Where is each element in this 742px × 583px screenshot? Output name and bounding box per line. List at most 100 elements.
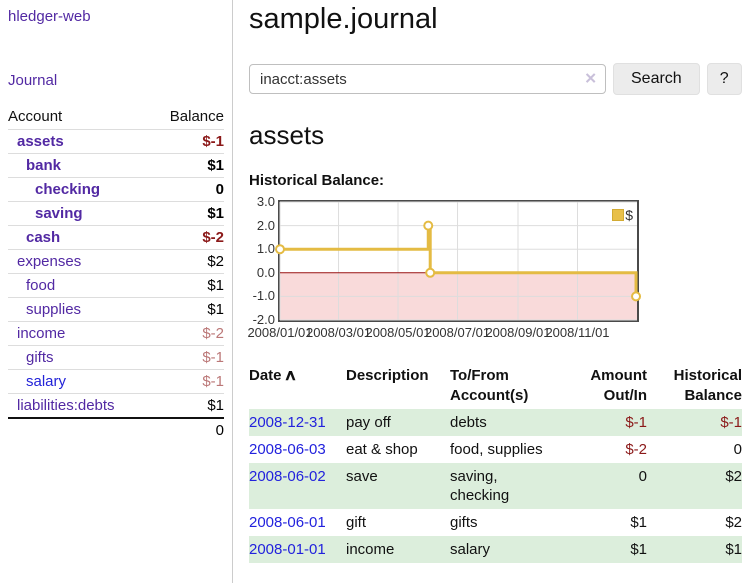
register-header-balance: Historical Balance xyxy=(673,367,742,404)
account-balance: $1 xyxy=(151,201,224,226)
x-tick-label: 2008/11/01 xyxy=(545,325,610,340)
y-tick-label: 1.0 xyxy=(256,241,275,257)
transaction-balance: $2 xyxy=(725,468,742,485)
transaction-description: eat & shop xyxy=(346,441,418,458)
page-title: sample.journal xyxy=(249,3,438,35)
account-link-income[interactable]: income xyxy=(17,325,66,342)
account-balance: $2 xyxy=(151,249,224,274)
account-balance: $-2 xyxy=(151,225,224,250)
account-row: assets $-1 xyxy=(8,129,224,154)
sidebar: hledger-web Journal Account Balance asse… xyxy=(0,0,233,583)
transaction-amount: 0 xyxy=(638,468,647,485)
balance-chart: 3.0 2.0 1.0 0.0 -1.0 -2.0 $ 2008/01/01 2008/03… xyxy=(247,195,642,342)
account-balance: $1 xyxy=(151,273,224,298)
account-row: saving $1 xyxy=(8,201,224,226)
accounts-total-balance: 0 xyxy=(151,417,224,442)
transaction-description: save xyxy=(346,468,378,485)
transaction-balance: 0 xyxy=(733,441,742,458)
account-link-food[interactable]: food xyxy=(26,277,56,294)
account-row: food $1 xyxy=(8,273,224,298)
transaction-balance: $2 xyxy=(725,514,742,531)
transaction-accounts: gifts xyxy=(450,514,478,531)
transaction-accounts: saving, checking xyxy=(450,468,510,504)
account-link-expenses[interactable]: expenses xyxy=(17,253,82,270)
y-tick-label: 2.0 xyxy=(256,217,275,233)
register-header-date[interactable]: Date ∧ xyxy=(249,367,297,384)
accounts-header-account: Account xyxy=(8,108,63,125)
account-balance: 0 xyxy=(151,177,224,202)
account-row: salary $-1 xyxy=(8,369,224,394)
chart-x-labels: 2008/01/01 2008/03/01 2008/05/01 2008/07/01… xyxy=(247,325,639,342)
search-form: ✕ Search ? xyxy=(249,63,742,95)
register-header-account: To/From Account(s) xyxy=(450,367,529,404)
account-link-bank[interactable]: bank xyxy=(26,157,62,174)
y-tick-label: 3.0 xyxy=(256,194,275,209)
account-row: income $-2 xyxy=(8,321,224,346)
clear-search-icon[interactable]: ✕ xyxy=(584,70,597,88)
transaction-date-link[interactable]: 2008-06-01 xyxy=(249,514,326,531)
account-link-assets[interactable]: assets xyxy=(17,133,64,150)
transaction-date-link[interactable]: 2008-12-31 xyxy=(249,414,326,431)
transaction-accounts: debts xyxy=(450,414,487,431)
account-link-supplies[interactable]: supplies xyxy=(26,301,82,318)
app-brand-link[interactable]: hledger-web xyxy=(8,8,91,25)
transaction-accounts: salary xyxy=(450,541,491,558)
transaction-accounts: food, supplies xyxy=(450,441,543,458)
register-header-description: Description xyxy=(346,367,429,384)
transaction-amount: $-1 xyxy=(625,414,647,431)
y-tick-label: -1.0 xyxy=(252,288,275,304)
main-content: sample.journal ✕ Search ? assets Histori… xyxy=(233,0,742,583)
register-row: 2008-12-31 pay off debts $-1 $-1 xyxy=(249,409,742,436)
account-link-gifts[interactable]: gifts xyxy=(26,349,54,366)
transaction-amount: $1 xyxy=(630,514,647,531)
account-link-salary[interactable]: salary xyxy=(26,373,67,390)
balance-chart-svg xyxy=(275,201,642,321)
transaction-date-link[interactable]: 2008-06-03 xyxy=(249,441,326,458)
x-tick-label: 2008/01/01 xyxy=(247,325,313,340)
transaction-amount: $-2 xyxy=(625,441,647,458)
account-balance: $-1 xyxy=(151,345,224,370)
x-tick-label: 2008/03/01 xyxy=(305,325,372,340)
account-link-liabilities-debts[interactable]: liabilities:debts xyxy=(17,397,115,414)
account-row: checking 0 xyxy=(8,177,224,202)
chart-legend: $ xyxy=(612,207,633,223)
register-header-amount: Amount Out/In xyxy=(590,367,647,404)
transaction-date-link[interactable]: 2008-06-02 xyxy=(249,468,326,485)
account-link-checking[interactable]: checking xyxy=(35,181,101,198)
transaction-description: pay off xyxy=(346,414,391,431)
chart-y-labels: 3.0 2.0 1.0 0.0 -1.0 -2.0 xyxy=(242,195,275,327)
account-row: liabilities:debts $1 xyxy=(8,393,224,418)
register-row: 2008-06-02 save saving, checking 0 $2 xyxy=(249,463,742,509)
accounts-total-row: 0 xyxy=(8,417,224,442)
transaction-description: gift xyxy=(346,514,367,531)
account-link-cash[interactable]: cash xyxy=(26,229,61,246)
account-row: supplies $1 xyxy=(8,297,224,322)
y-tick-label: -2.0 xyxy=(252,312,275,327)
account-row: cash $-2 xyxy=(8,225,224,250)
register-row: 2008-06-01 gift gifts $1 $2 xyxy=(249,509,742,536)
accounts-table: Account Balance assets $-1 bank $1 check… xyxy=(8,104,224,442)
account-link-saving[interactable]: saving xyxy=(35,205,83,222)
search-button[interactable]: Search xyxy=(613,63,700,95)
legend-swatch-icon xyxy=(612,209,625,221)
account-balance: $1 xyxy=(151,393,224,418)
account-heading: assets xyxy=(249,120,325,150)
account-balance: $-1 xyxy=(151,129,224,154)
transaction-amount: $1 xyxy=(630,541,647,558)
y-tick-label: 0.0 xyxy=(256,264,275,280)
x-tick-label: 2008/05/01 xyxy=(365,325,431,340)
register-row: 2008-06-03 eat & shop food, supplies $-2… xyxy=(249,436,742,463)
register-row: 2008-01-01 income salary $1 $1 xyxy=(249,536,742,563)
sidebar-item-journal[interactable]: Journal xyxy=(8,72,58,89)
legend-label: $ xyxy=(625,207,633,223)
search-input[interactable] xyxy=(249,64,606,94)
register-header-row: Date ∧ Description To/From Account(s) Amo… xyxy=(249,363,742,409)
chart-title: Historical Balance: xyxy=(249,172,385,189)
sort-asc-icon: ∧ xyxy=(283,367,297,384)
help-button[interactable]: ? xyxy=(706,63,742,95)
account-balance: $1 xyxy=(151,297,224,322)
transaction-balance: $1 xyxy=(725,541,742,558)
transaction-balance: $-1 xyxy=(720,414,742,431)
transaction-date-link[interactable]: 2008-01-01 xyxy=(249,541,326,558)
